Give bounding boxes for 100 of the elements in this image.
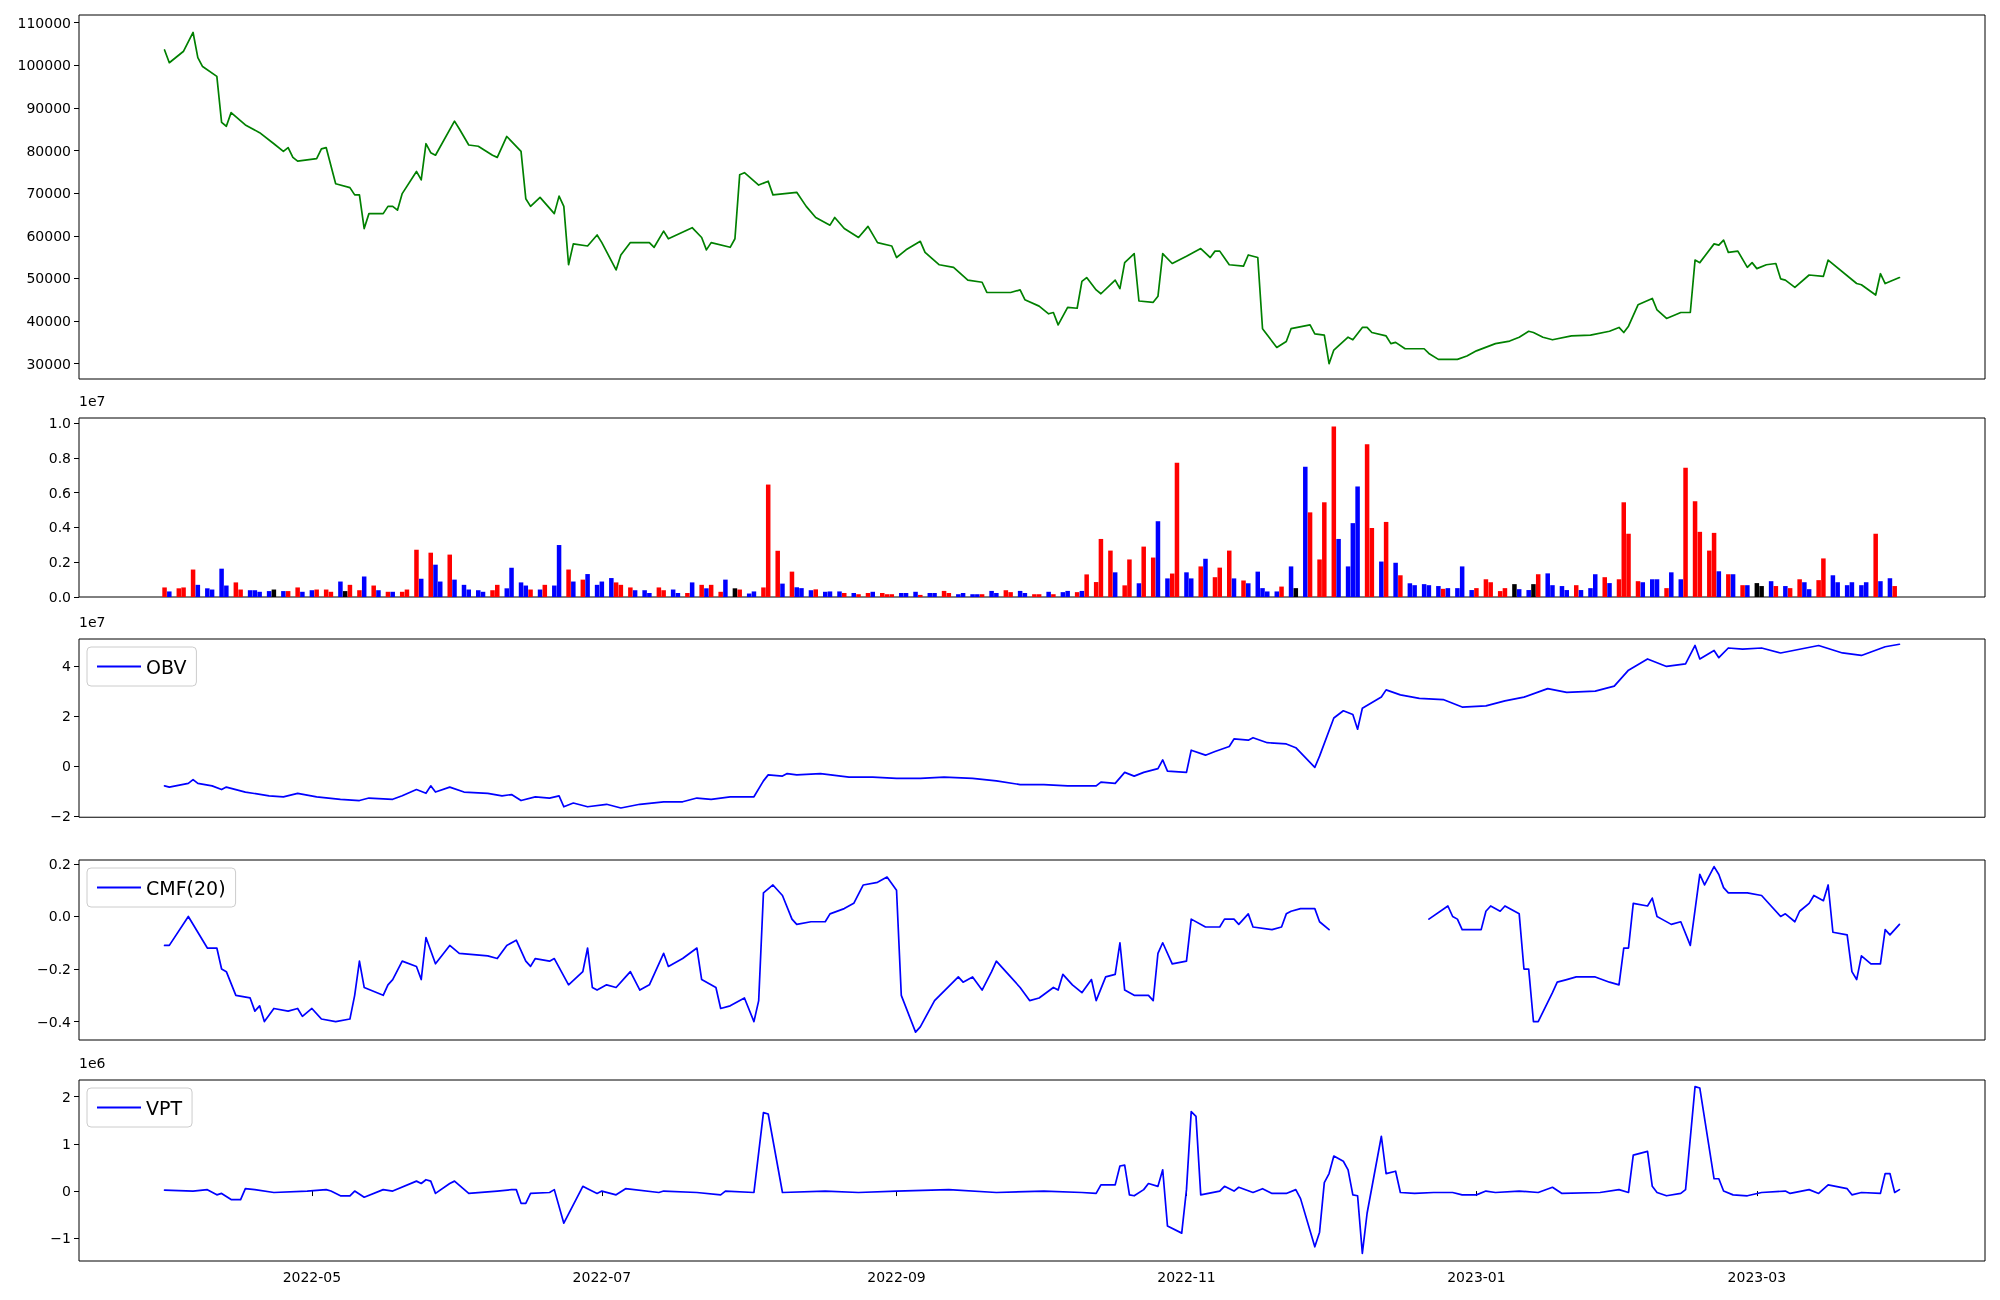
- bar: [1184, 572, 1189, 597]
- bar: [851, 593, 857, 597]
- bar: [1421, 584, 1427, 597]
- y-tick-label: 4: [62, 658, 72, 675]
- bar: [300, 591, 305, 597]
- bar: [1664, 588, 1669, 597]
- y-tick-label: 0.0: [48, 589, 71, 605]
- bar: [1060, 592, 1066, 597]
- bar: [1469, 590, 1474, 597]
- bar: [1108, 550, 1113, 597]
- bar: [979, 594, 985, 597]
- bar: [1445, 588, 1451, 597]
- bar: [252, 590, 258, 597]
- bar: [428, 552, 433, 597]
- bar: [181, 587, 186, 597]
- y-tick-label: 2: [62, 708, 71, 725]
- y-tick-label: 80000: [26, 142, 71, 159]
- bar: [780, 583, 785, 597]
- bar: [956, 594, 961, 597]
- bar: [452, 579, 457, 597]
- bar: [1217, 567, 1223, 597]
- y-tick-label: −1: [50, 1230, 71, 1247]
- bar: [1892, 586, 1897, 597]
- y-tick-label: 110000: [17, 14, 71, 31]
- x-tick-label: 2023-01: [1447, 1269, 1506, 1285]
- bar: [376, 590, 381, 597]
- bar: [1602, 577, 1608, 597]
- bar: [775, 550, 780, 597]
- bar: [1032, 594, 1037, 597]
- text: 1e6: [79, 1055, 106, 1071]
- bar: [371, 585, 376, 597]
- bar: [718, 591, 723, 597]
- bar: [899, 593, 904, 597]
- bar: [613, 582, 619, 597]
- bar: [1483, 579, 1489, 597]
- y-tick-label: 40000: [26, 313, 71, 330]
- bar: [357, 590, 362, 597]
- bar: [361, 576, 367, 597]
- bar: [518, 582, 524, 597]
- bar: [1844, 585, 1850, 597]
- bar: [1003, 590, 1009, 597]
- y-tick-label: 60000: [26, 227, 71, 244]
- bar: [656, 587, 662, 597]
- bar: [1654, 579, 1660, 597]
- bar: [1084, 574, 1089, 597]
- bar: [247, 590, 253, 597]
- text: 1e7: [79, 393, 106, 409]
- bar: [1740, 585, 1745, 597]
- bar: [1355, 486, 1360, 597]
- y-tick-label: 30000: [26, 355, 71, 372]
- bar: [1488, 582, 1493, 597]
- bar: [751, 591, 757, 597]
- bar: [1573, 585, 1579, 597]
- bar: [1203, 558, 1208, 597]
- bar: [628, 587, 633, 597]
- bar: [880, 593, 885, 597]
- bar: [1036, 594, 1042, 597]
- bar: [837, 591, 842, 597]
- text: 1e7: [79, 614, 106, 630]
- bar: [1559, 586, 1565, 597]
- bar: [1797, 579, 1802, 597]
- bar: [1683, 467, 1688, 597]
- bar: [528, 589, 533, 597]
- bar: [1878, 581, 1883, 597]
- bar: [1768, 581, 1774, 597]
- y-tick-label: 90000: [26, 99, 71, 116]
- y-tick-label: −2: [50, 808, 71, 824]
- y-tick-label: 0.6: [48, 484, 72, 501]
- bar: [1008, 592, 1013, 597]
- bar: [1241, 580, 1246, 597]
- bar: [932, 593, 937, 597]
- y-tick-label: 0.2: [48, 554, 71, 571]
- bar: [723, 579, 728, 597]
- bar: [1165, 578, 1170, 597]
- y-tick-label: 0.0: [48, 908, 71, 925]
- legend-label: CMF(20): [146, 876, 226, 899]
- bar: [1726, 574, 1731, 597]
- bar: [689, 582, 695, 597]
- x-tick-label: 2023-03: [1727, 1269, 1787, 1285]
- bar: [884, 594, 890, 597]
- bar: [295, 587, 300, 597]
- y-tick-label: 0.8: [48, 449, 71, 466]
- bar: [1516, 589, 1522, 597]
- bar: [1873, 533, 1878, 597]
- bar: [841, 593, 847, 597]
- bar: [889, 594, 895, 597]
- bar: [1863, 582, 1869, 597]
- bar: [704, 588, 709, 597]
- bar: [1640, 582, 1646, 597]
- bar: [338, 581, 343, 597]
- bar: [1716, 571, 1722, 597]
- bar: [1502, 588, 1508, 597]
- bar: [414, 549, 419, 597]
- bar: [1398, 575, 1403, 597]
- bar: [1227, 550, 1232, 597]
- bar: [1112, 572, 1118, 597]
- bar: [1065, 590, 1070, 597]
- bar: [856, 594, 861, 597]
- bar: [1783, 586, 1788, 597]
- bar: [1274, 591, 1280, 597]
